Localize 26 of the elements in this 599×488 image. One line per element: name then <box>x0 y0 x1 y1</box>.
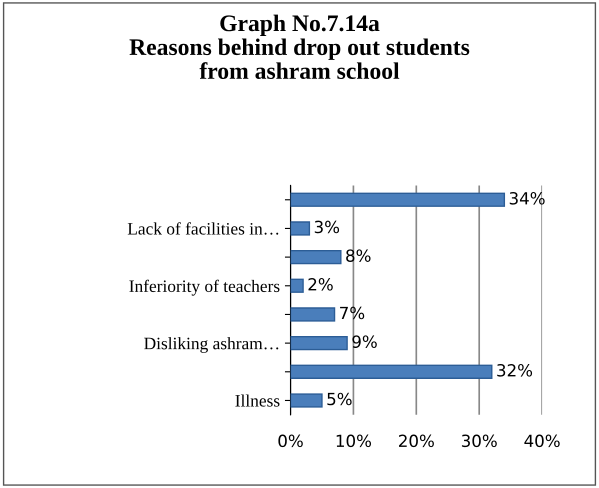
y-tick-label: Illness <box>235 394 280 407</box>
y-tick-label: Lack of facilities in… <box>128 222 278 235</box>
data-label: 3% <box>314 220 340 234</box>
x-tick-label: 20% <box>399 434 434 448</box>
bar <box>290 364 492 379</box>
data-label: 7% <box>340 306 364 320</box>
bar <box>290 192 506 207</box>
x-tick-label: 40% <box>524 434 560 448</box>
bar <box>290 250 342 264</box>
x-tick-label: 30% <box>462 434 497 448</box>
data-label: 5% <box>327 392 352 406</box>
y-tick-label: Disliking ashram… <box>144 337 278 353</box>
bar <box>290 307 336 322</box>
bar <box>290 393 323 408</box>
bar <box>290 278 304 293</box>
x-tick-label: 10% <box>336 434 372 448</box>
data-label: 34% <box>510 192 545 205</box>
bar <box>290 221 310 236</box>
x-tick-label: 0% <box>278 434 303 448</box>
bar <box>290 336 348 350</box>
data-label: 9% <box>352 335 377 348</box>
data-label: 32% <box>497 364 532 377</box>
data-label: 2% <box>308 278 333 291</box>
chart-title: Graph No.7.14a Reasons behind drop out students from ashram school <box>130 14 470 79</box>
data-label: 8% <box>346 249 371 262</box>
y-tick-label: Inferiority of teachers <box>129 280 280 296</box>
